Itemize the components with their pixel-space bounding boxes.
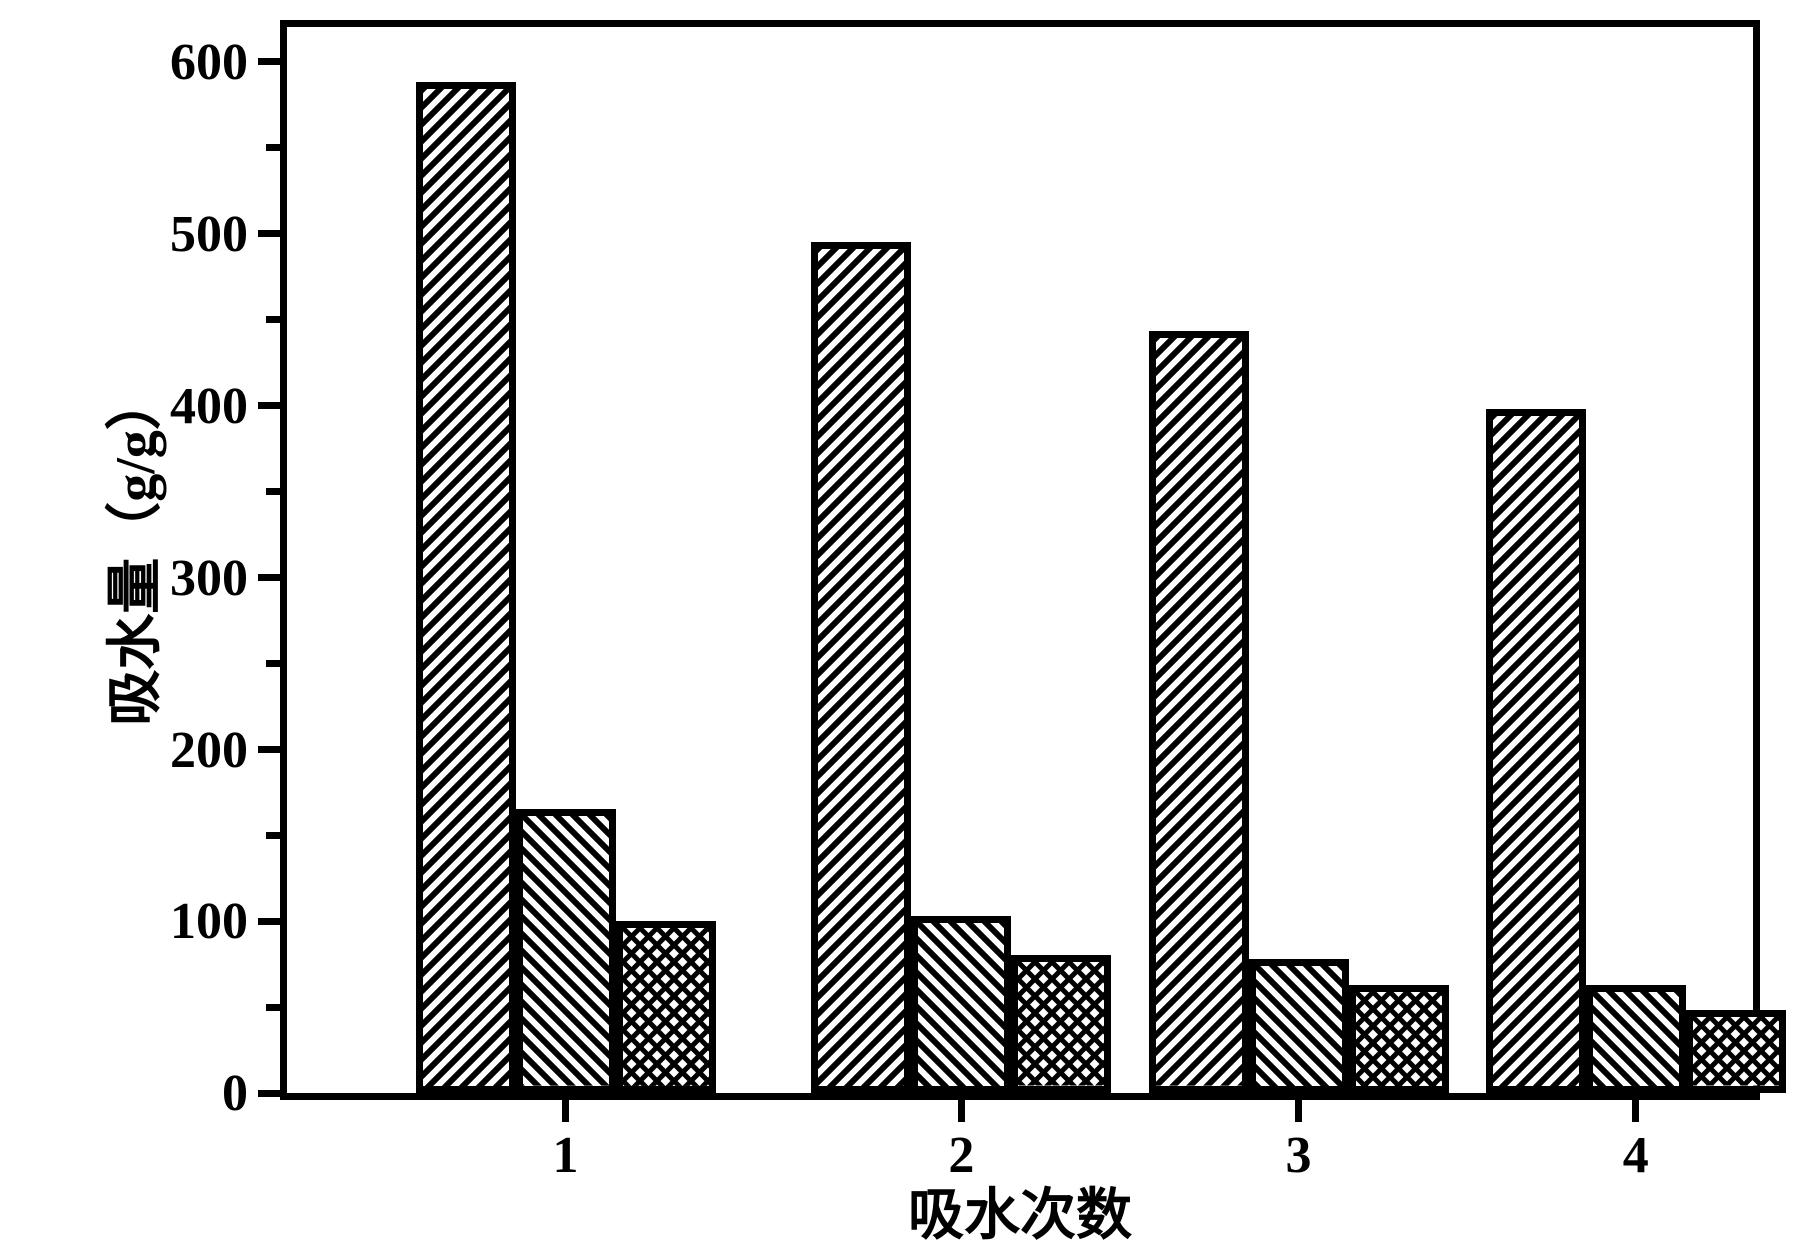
y-minor-tick: [266, 1004, 280, 1011]
y-major-tick: [258, 402, 280, 409]
x-tick-label: 2: [921, 1126, 1001, 1185]
x-tick-label: 1: [526, 1126, 606, 1185]
y-major-tick: [258, 574, 280, 581]
y-tick-label: 100: [108, 892, 248, 951]
bar-series-b: [911, 916, 1011, 1093]
y-tick-label: 0: [108, 1064, 248, 1123]
y-tick-label: 200: [108, 721, 248, 780]
y-tick-label: 600: [108, 33, 248, 92]
bar-series-a: [1486, 409, 1586, 1093]
x-tick-label: 3: [1259, 1126, 1339, 1185]
y-tick-label: 300: [108, 549, 248, 608]
y-minor-tick: [266, 144, 280, 151]
y-minor-tick: [266, 316, 280, 323]
x-major-tick: [562, 1100, 569, 1122]
y-tick-label: 400: [108, 377, 248, 436]
bar-series-c: [1686, 1010, 1786, 1093]
bar-chart: 吸水量（g/g） 吸水次数 01002003004005006001234: [0, 0, 1808, 1256]
bar-series-c: [1349, 985, 1449, 1093]
bar-series-c: [1011, 955, 1111, 1093]
y-major-tick: [258, 58, 280, 65]
bar-series-c: [616, 921, 716, 1093]
bar-series-a: [416, 82, 516, 1093]
bar-series-b: [516, 809, 616, 1093]
x-tick-label: 4: [1596, 1126, 1676, 1185]
x-major-tick: [1632, 1100, 1639, 1122]
bar-series-b: [1586, 985, 1686, 1093]
bar-series-a: [1149, 331, 1249, 1093]
y-major-tick: [258, 1090, 280, 1097]
y-minor-tick: [266, 832, 280, 839]
bar-series-a: [811, 242, 911, 1093]
bar-series-b: [1249, 959, 1349, 1093]
x-major-tick: [1295, 1100, 1302, 1122]
y-major-tick: [258, 230, 280, 237]
y-minor-tick: [266, 488, 280, 495]
y-tick-label: 500: [108, 205, 248, 264]
y-major-tick: [258, 746, 280, 753]
x-axis-label: 吸水次数: [760, 1170, 1280, 1230]
y-major-tick: [258, 918, 280, 925]
y-minor-tick: [266, 660, 280, 667]
x-major-tick: [958, 1100, 965, 1122]
